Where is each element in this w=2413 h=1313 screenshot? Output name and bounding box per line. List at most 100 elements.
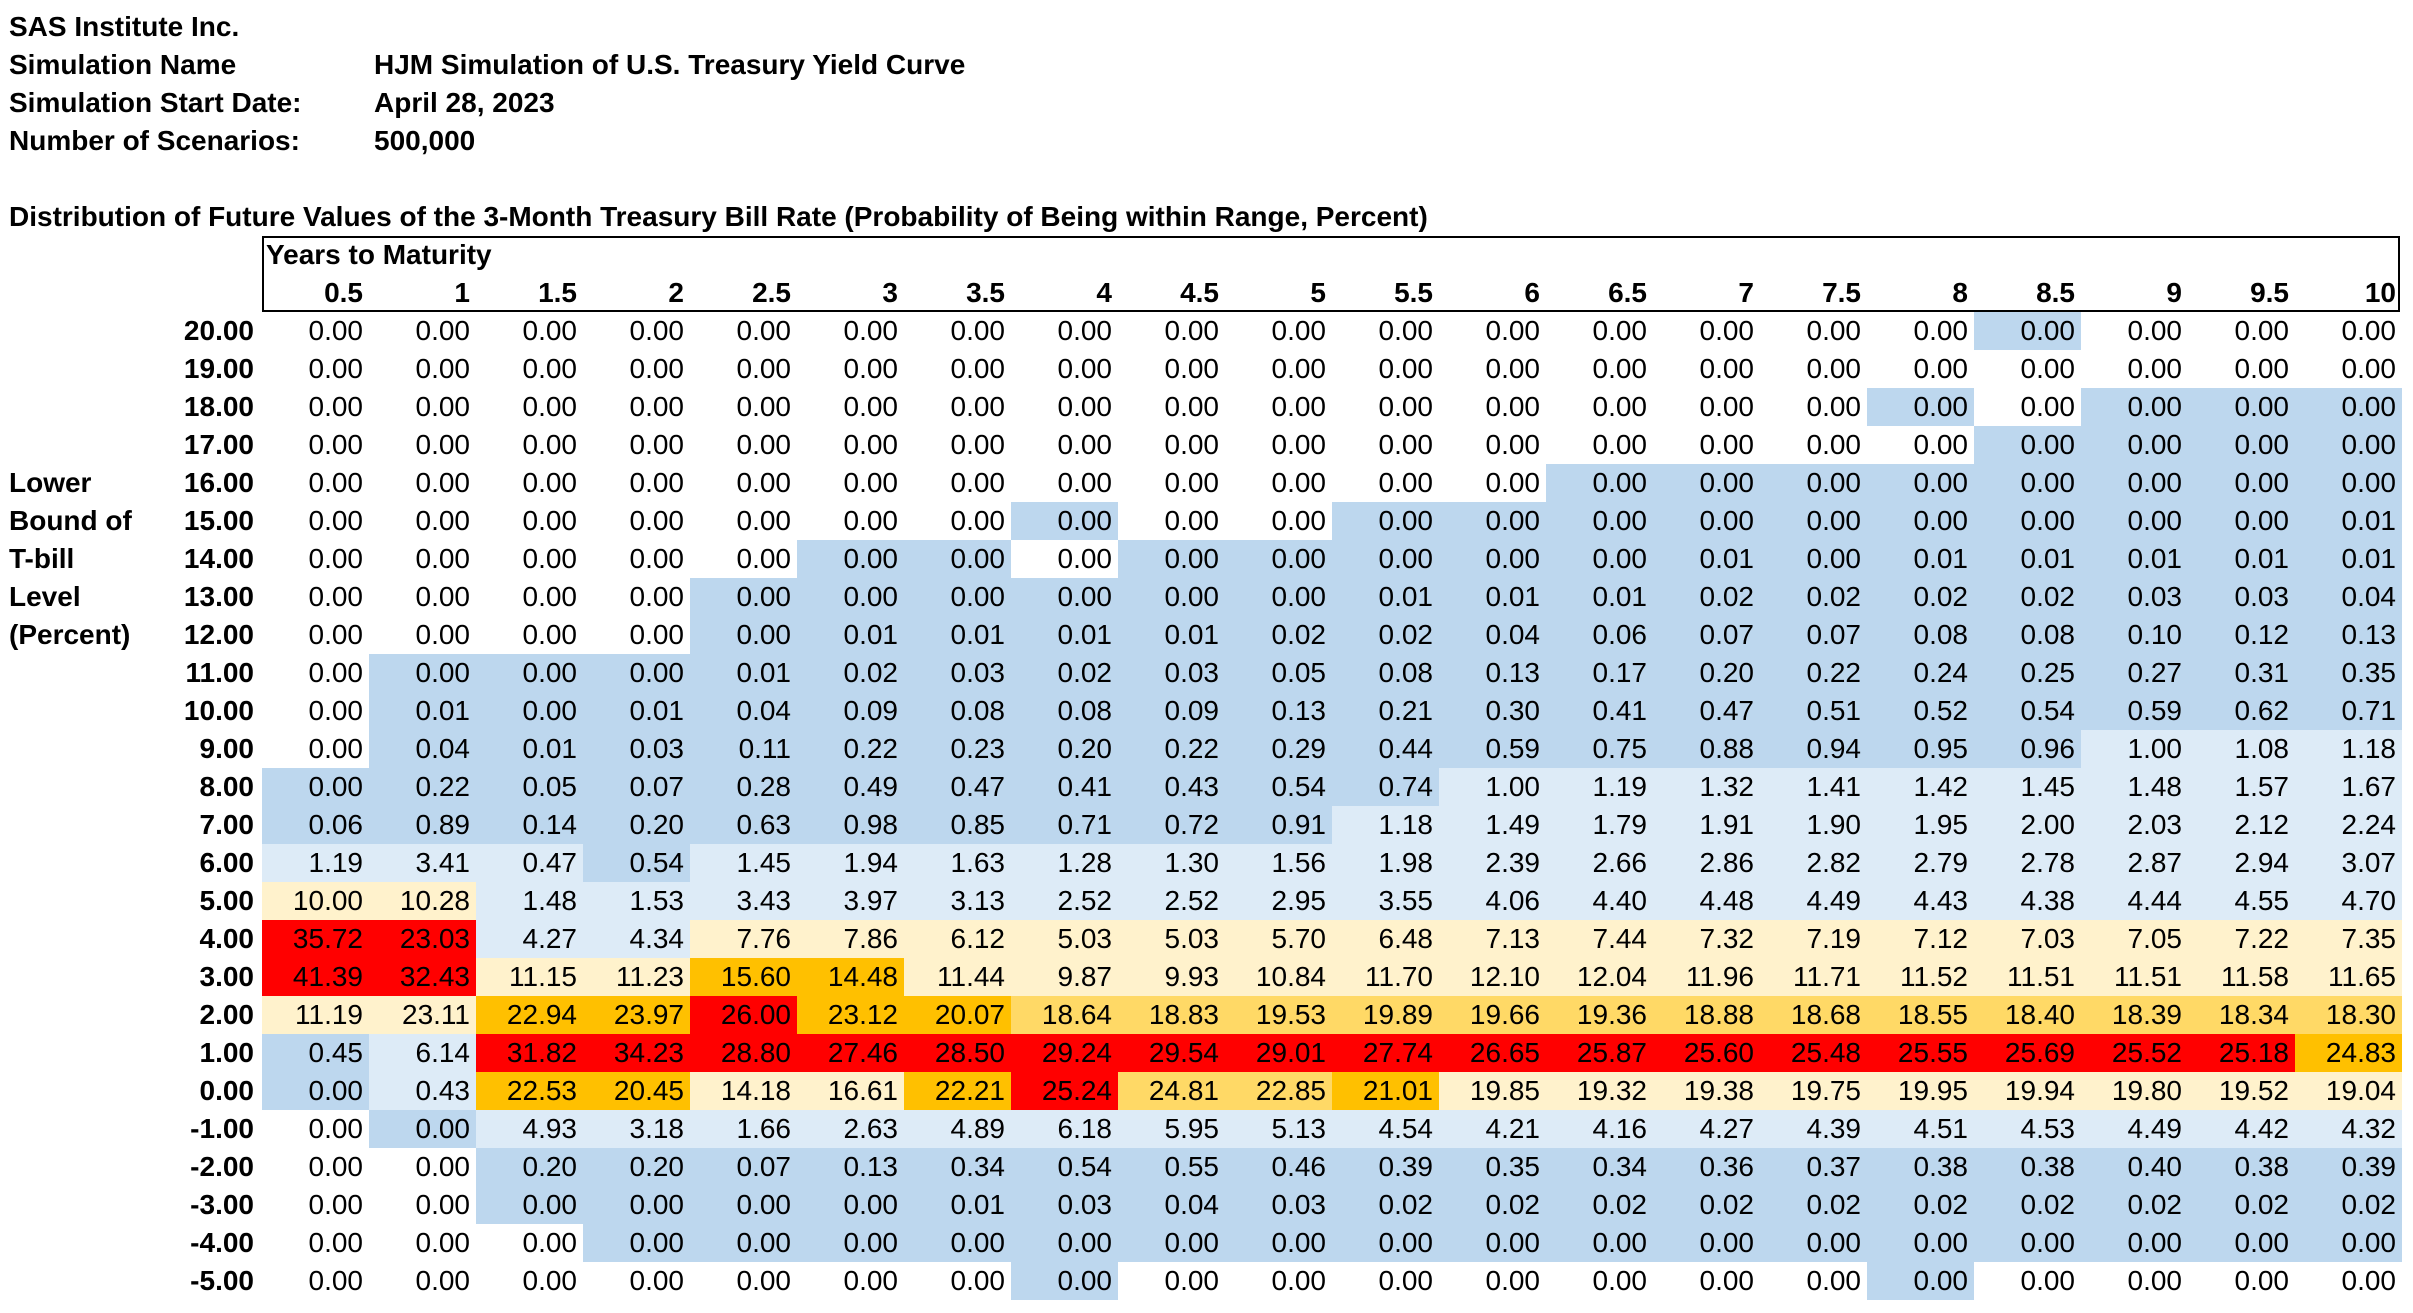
- table-cell: 0.00: [1118, 502, 1225, 540]
- table-cell: 0.00: [1760, 464, 1867, 502]
- table-cell: 0.00: [1653, 502, 1760, 540]
- table-cell: 7.19: [1760, 920, 1867, 958]
- table-cell: 0.00: [690, 578, 797, 616]
- table-cell: 0.00: [1439, 540, 1546, 578]
- table-cell: 32.43: [369, 958, 476, 996]
- table-cell: 3.97: [797, 882, 904, 920]
- table-cell: 6.14: [369, 1034, 476, 1072]
- row-axis-label-line: Level: [9, 581, 81, 612]
- table-cell: 0.00: [904, 464, 1011, 502]
- table-cell: 0.22: [369, 768, 476, 806]
- column-header: 4: [1096, 277, 1112, 308]
- table-cell: 0.00: [262, 1110, 369, 1148]
- table-cell: 0.03: [2188, 578, 2295, 616]
- table-cell: 0.00: [476, 350, 583, 388]
- table-cell: 0.00: [1546, 426, 1653, 464]
- table-cell: 19.38: [1653, 1072, 1760, 1110]
- table-cell: 0.00: [797, 426, 904, 464]
- table-cell: 0.00: [369, 426, 476, 464]
- table-cell: 4.32: [2295, 1110, 2402, 1148]
- table-cell: 4.89: [904, 1110, 1011, 1148]
- table-cell: 0.05: [1225, 654, 1332, 692]
- table-cell: 0.47: [904, 768, 1011, 806]
- table-cell: 4.21: [1439, 1110, 1546, 1148]
- table-cell: 11.65: [2295, 958, 2402, 996]
- table-cell: 41.39: [262, 958, 369, 996]
- table-cell: 0.00: [1225, 578, 1332, 616]
- table-cell: 2.87: [2081, 844, 2188, 882]
- table-cell: 4.93: [476, 1110, 583, 1148]
- table-cell: 0.23: [904, 730, 1011, 768]
- table-cell: 3.41: [369, 844, 476, 882]
- table-cell: 0.00: [1011, 1224, 1118, 1262]
- table-cell: 0.00: [2295, 350, 2402, 388]
- table-cell: 19.94: [1974, 1072, 2081, 1110]
- table-cell: 0.01: [369, 692, 476, 730]
- row-label: 9.00: [199, 733, 255, 764]
- table-cell: 0.38: [1974, 1148, 2081, 1186]
- table-cell: 0.54: [1225, 768, 1332, 806]
- table-cell: 0.00: [2295, 1224, 2402, 1262]
- table-cell: 0.00: [1760, 502, 1867, 540]
- table-cell: 0.10: [2081, 616, 2188, 654]
- row-label: 19.00: [183, 353, 254, 384]
- table-cell: 0.05: [476, 768, 583, 806]
- table-cell: 0.01: [2188, 540, 2295, 578]
- table-cell: 2.94: [2188, 844, 2295, 882]
- column-header: 1.5: [538, 277, 577, 308]
- table-cell: 0.00: [2188, 388, 2295, 426]
- row-label: 4.00: [199, 923, 255, 954]
- row-label: 20.00: [183, 315, 254, 346]
- table-cell: 11.15: [476, 958, 583, 996]
- table-cell: 0.00: [2081, 1224, 2188, 1262]
- table-cell: 0.00: [369, 578, 476, 616]
- table-cell: 0.02: [1332, 616, 1439, 654]
- table-cell: 16.61: [797, 1072, 904, 1110]
- table-cell: 3.55: [1332, 882, 1439, 920]
- table-cell: 4.49: [1760, 882, 1867, 920]
- table-cell: 0.00: [1867, 502, 1974, 540]
- row-label: 6.00: [199, 847, 255, 878]
- years-to-maturity-label: Years to Maturity: [266, 239, 492, 270]
- table-cell: 11.71: [1760, 958, 1867, 996]
- table-cell: 0.00: [1011, 426, 1118, 464]
- table-cell: 4.53: [1974, 1110, 2081, 1148]
- table-cell: 1.90: [1760, 806, 1867, 844]
- table-cell: 0.00: [369, 1262, 476, 1300]
- table-cell: 0.55: [1118, 1148, 1225, 1186]
- row-label: 18.00: [183, 391, 254, 422]
- table-cell: 27.74: [1332, 1034, 1439, 1072]
- table-cell: 0.00: [1332, 350, 1439, 388]
- column-header: 3.5: [966, 277, 1005, 308]
- table-cell: 10.84: [1225, 958, 1332, 996]
- table-cell: 0.00: [2295, 312, 2402, 350]
- table-cell: 0.08: [904, 692, 1011, 730]
- table-cell: 1.48: [476, 882, 583, 920]
- table-cell: 0.00: [262, 350, 369, 388]
- table-cell: 0.13: [797, 1148, 904, 1186]
- table-cell: 5.13: [1225, 1110, 1332, 1148]
- table-cell: 0.01: [1974, 540, 2081, 578]
- table-cell: 18.68: [1760, 996, 1867, 1034]
- column-header: 0.5: [324, 277, 363, 308]
- table-cell: 0.00: [1439, 1224, 1546, 1262]
- table-cell: 3.13: [904, 882, 1011, 920]
- table-cell: 0.02: [1653, 1186, 1760, 1224]
- table-cell: 0.00: [476, 654, 583, 692]
- table-cell: 21.01: [1332, 1072, 1439, 1110]
- table-cell: 0.00: [2188, 1262, 2295, 1300]
- row-axis-label-line: Bound of: [9, 505, 132, 536]
- table-cell: 0.00: [1011, 502, 1118, 540]
- table-cell: 25.69: [1974, 1034, 2081, 1072]
- table-cell: 18.83: [1118, 996, 1225, 1034]
- table-cell: 11.58: [2188, 958, 2295, 996]
- table-cell: 7.76: [690, 920, 797, 958]
- table-cell: 0.00: [2081, 350, 2188, 388]
- table-cell: 0.04: [1439, 616, 1546, 654]
- table-cell: 0.00: [1225, 350, 1332, 388]
- column-header: 5: [1310, 277, 1326, 308]
- table-cell: 0.04: [369, 730, 476, 768]
- table-cell: 0.95: [1867, 730, 1974, 768]
- table-cell: 1.00: [1439, 768, 1546, 806]
- column-header: 2: [668, 277, 684, 308]
